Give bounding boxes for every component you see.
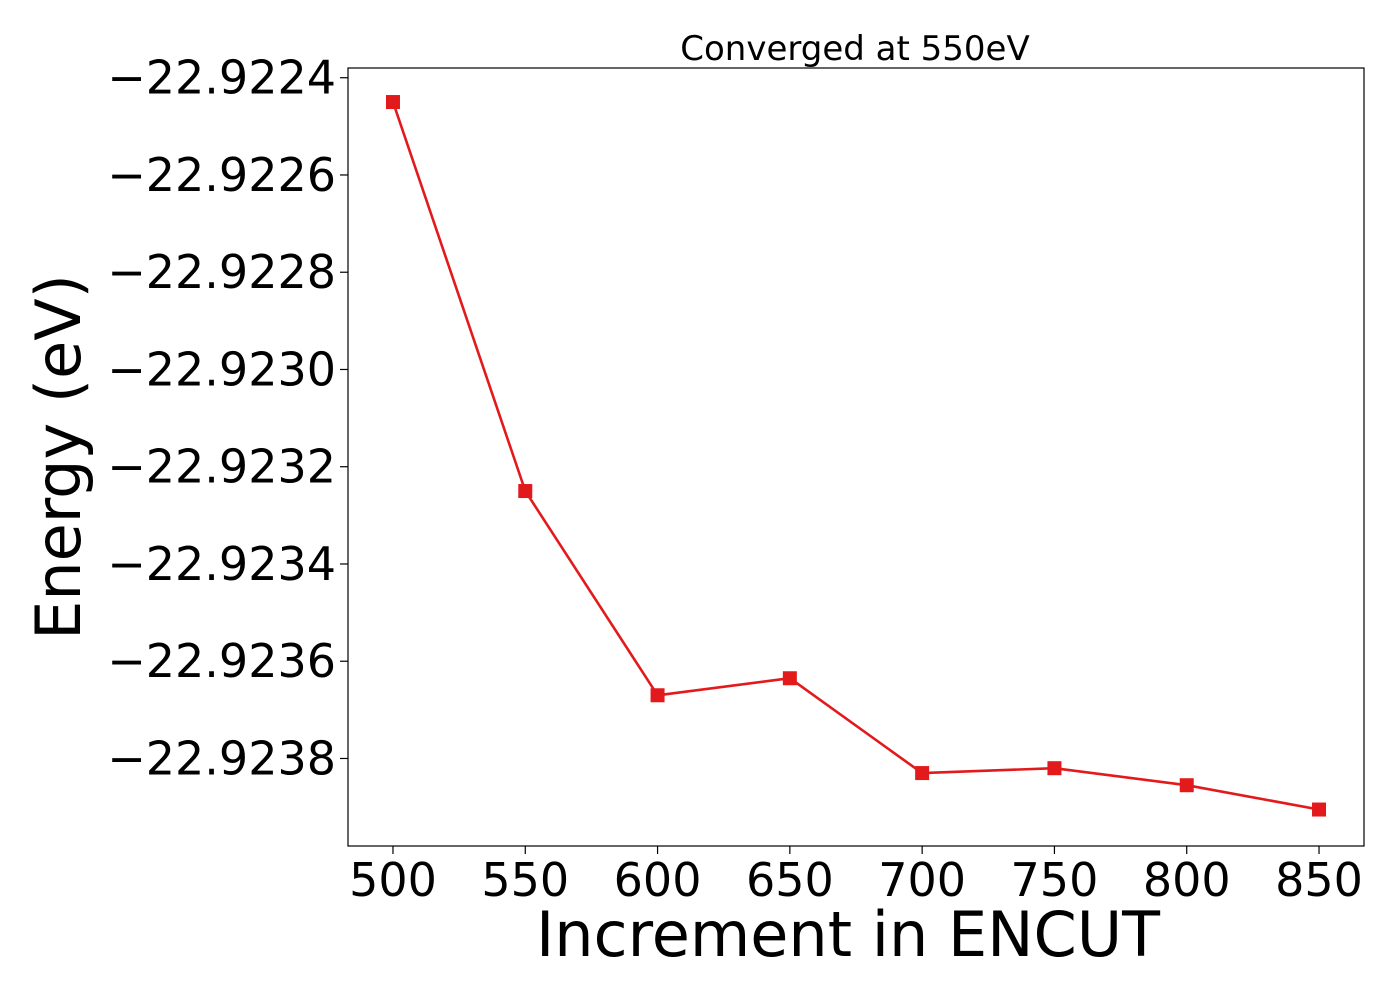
y-tick-label: −22.9226: [107, 148, 336, 202]
data-point: [650, 688, 665, 703]
data-point: [1047, 761, 1062, 776]
plot-area: [347, 67, 1365, 847]
y-axis-title: Energy (eV): [22, 274, 95, 640]
data-point: [1179, 778, 1194, 793]
y-tick-label: −22.9230: [107, 342, 336, 396]
x-tick-label: 500: [349, 853, 437, 907]
data-point: [915, 766, 930, 781]
y-axis: −22.9224 −22.9226 −22.9228 −22.9230 −22.9232…: [107, 51, 348, 785]
y-tick-label: −22.9236: [107, 634, 336, 688]
x-tick-label: 600: [614, 853, 702, 907]
chart-title: Converged at 550eV: [680, 29, 1029, 69]
plot-frame: [347, 67, 1365, 847]
x-tick-label: 850: [1275, 853, 1363, 907]
y-tick-label: −22.9238: [107, 731, 336, 785]
data-point: [1312, 802, 1327, 817]
y-tick-label: −22.9232: [107, 440, 336, 494]
x-axis-title: Increment in ENCUT: [536, 898, 1161, 971]
y-tick-label: −22.9228: [107, 245, 336, 299]
x-tick-label: 650: [746, 853, 834, 907]
x-tick-label: 800: [1143, 853, 1231, 907]
series-energy: [385, 95, 1327, 817]
x-tick-label: 700: [878, 853, 966, 907]
data-point: [385, 95, 400, 110]
x-tick-label: 550: [481, 853, 569, 907]
y-tick-label: −22.9224: [107, 51, 336, 105]
series-line: [391, 101, 1320, 811]
data-point: [518, 484, 533, 499]
data-point: [782, 671, 797, 686]
x-tick-label: 750: [1011, 853, 1099, 907]
x-axis: 500 550 600 650 700 750 800 850: [349, 846, 1363, 907]
y-tick-label: −22.9234: [107, 537, 336, 591]
